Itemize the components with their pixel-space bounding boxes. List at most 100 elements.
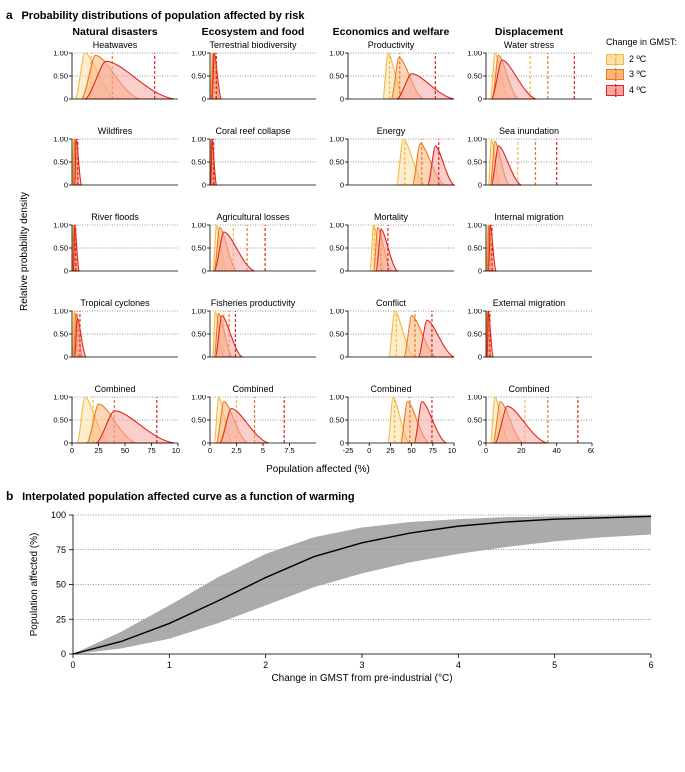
svg-text:40: 40 [552, 446, 560, 455]
svg-text:0: 0 [202, 95, 206, 104]
col-title-1: Ecosystem and food [188, 26, 318, 38]
svg-text:0.50: 0.50 [467, 72, 482, 81]
subplot-chart: 00.501.00 [188, 137, 318, 197]
svg-text:0.50: 0.50 [53, 158, 68, 167]
subplot: Energy00.501.00 [326, 126, 456, 204]
subplot: Sea inundation00.501.00 [464, 126, 594, 204]
svg-text:0.50: 0.50 [53, 72, 68, 81]
subplot-title: Combined [188, 384, 318, 395]
svg-text:7.5: 7.5 [284, 446, 294, 455]
svg-text:0.50: 0.50 [329, 72, 344, 81]
svg-text:0: 0 [340, 353, 344, 362]
svg-text:0.50: 0.50 [53, 416, 68, 425]
subplot-chart: 0 0.50 1.00 [464, 309, 594, 369]
svg-text:1.00: 1.00 [329, 395, 344, 402]
svg-text:0.50: 0.50 [191, 416, 206, 425]
subplot-chart: 00.501.00 [326, 309, 456, 369]
subplot-chart: 0 0.50 1.00 [188, 51, 318, 111]
panel-a-header: a Probability distributions of populatio… [6, 8, 679, 22]
subplot: Combined00.501.00-250255075100 [326, 384, 456, 462]
svg-text:0: 0 [340, 95, 344, 104]
subplot-chart: 00.501.00 [50, 137, 180, 197]
svg-text:1.00: 1.00 [467, 309, 482, 316]
svg-text:0: 0 [340, 267, 344, 276]
subplot-title: Internal migration [464, 212, 594, 223]
subplot-title: Productivity [326, 40, 456, 51]
panel-b-header: b Interpolated population affected curve… [6, 489, 679, 503]
subplot: Fisheries productivity00.501.00 [188, 298, 318, 376]
svg-text:0: 0 [340, 181, 344, 190]
subplot: Internal migration00.501.00 [464, 212, 594, 290]
svg-text:0.50: 0.50 [329, 330, 344, 339]
svg-text:1.00: 1.00 [467, 137, 482, 144]
svg-text:1.00: 1.00 [191, 395, 206, 402]
subplot-chart: 00.501.00-250255075100 [326, 395, 456, 455]
svg-text:Change in GMST from pre-indust: Change in GMST from pre-industrial (°C) [271, 673, 452, 684]
svg-text:0: 0 [202, 353, 206, 362]
subplot: Wildfires00.501.00 [50, 126, 180, 204]
svg-text:0: 0 [478, 439, 482, 448]
svg-text:0.50: 0.50 [329, 158, 344, 167]
subplot-chart: 00.501.00 [188, 309, 318, 369]
svg-text:1.00: 1.00 [467, 223, 482, 230]
subplot-chart: 0 0.50 1.00 [326, 137, 456, 197]
svg-text:50: 50 [407, 446, 415, 455]
svg-text:5: 5 [552, 660, 557, 670]
subplot-chart: 00.501.0002.557.5 [188, 395, 318, 455]
svg-text:0.50: 0.50 [191, 72, 206, 81]
subplot-title: Tropical cyclones [50, 298, 180, 309]
subplot: Coral reef collapse00.501.00 [188, 126, 318, 204]
subplot: Tropical cyclones00.501.00 [50, 298, 180, 376]
svg-text:0.50: 0.50 [329, 244, 344, 253]
subplot: Combined00.501.0002.557.5 [188, 384, 318, 462]
svg-text:0.50: 0.50 [329, 416, 344, 425]
subplot-chart: 00.501.00 [188, 223, 318, 283]
svg-text:1.00: 1.00 [191, 51, 206, 58]
svg-text:0: 0 [202, 267, 206, 276]
subplot: Mortality00.501.00 [326, 212, 456, 290]
subplot-chart: 0 0.50 1.00 [326, 223, 456, 283]
svg-text:1.00: 1.00 [467, 51, 482, 58]
svg-text:1.00: 1.00 [53, 309, 68, 316]
svg-text:0: 0 [367, 446, 371, 455]
svg-text:0: 0 [202, 439, 206, 448]
subplot-chart: 00.501.000204060 [464, 395, 594, 455]
svg-text:6: 6 [648, 660, 653, 670]
svg-text:25: 25 [386, 446, 394, 455]
svg-text:4: 4 [455, 660, 460, 670]
subplot-chart: 00.501.00 [464, 137, 594, 197]
subplot-chart: 00.501.00 [50, 223, 180, 283]
svg-text:1.00: 1.00 [191, 137, 206, 144]
svg-text:0: 0 [478, 267, 482, 276]
svg-text:100: 100 [448, 446, 456, 455]
subplot: Conflict00.501.00 [326, 298, 456, 376]
svg-text:1.00: 1.00 [53, 395, 68, 402]
svg-text:1.00: 1.00 [329, 51, 344, 58]
svg-text:0.50: 0.50 [191, 158, 206, 167]
svg-text:1.00: 1.00 [53, 137, 68, 144]
panel-b-label: b [6, 489, 13, 503]
svg-text:0: 0 [478, 353, 482, 362]
subplot-chart: 0 0.50 1.00 [326, 51, 456, 111]
svg-text:50: 50 [121, 446, 129, 455]
svg-text:25: 25 [94, 446, 102, 455]
column-headers: Natural disasters Ecosystem and food Eco… [6, 26, 679, 38]
svg-text:0: 0 [64, 353, 68, 362]
svg-text:1.00: 1.00 [329, 223, 344, 230]
subplot-title: Agricultural losses [188, 212, 318, 223]
svg-text:5: 5 [261, 446, 265, 455]
svg-text:1.00: 1.00 [329, 137, 344, 144]
subplot-chart: 00.501.000255075100 [50, 395, 180, 455]
subplot: Productivity 0 0.50 1.00 [326, 40, 456, 118]
svg-text:75: 75 [429, 446, 437, 455]
subplot: Terrestrial biodiversity00.501.00 [188, 40, 318, 118]
col-title-0: Natural disasters [50, 26, 180, 38]
subplot-title: Combined [50, 384, 180, 395]
svg-text:1.00: 1.00 [53, 223, 68, 230]
col-title-3: Displacement [464, 26, 594, 38]
svg-text:0: 0 [208, 446, 212, 455]
subplot: External migration00.501.00 [464, 298, 594, 376]
subplot: Combined00.501.000204060 [464, 384, 594, 462]
svg-text:0.50: 0.50 [467, 330, 482, 339]
subplot-chart: 00.501.00 [464, 223, 594, 283]
